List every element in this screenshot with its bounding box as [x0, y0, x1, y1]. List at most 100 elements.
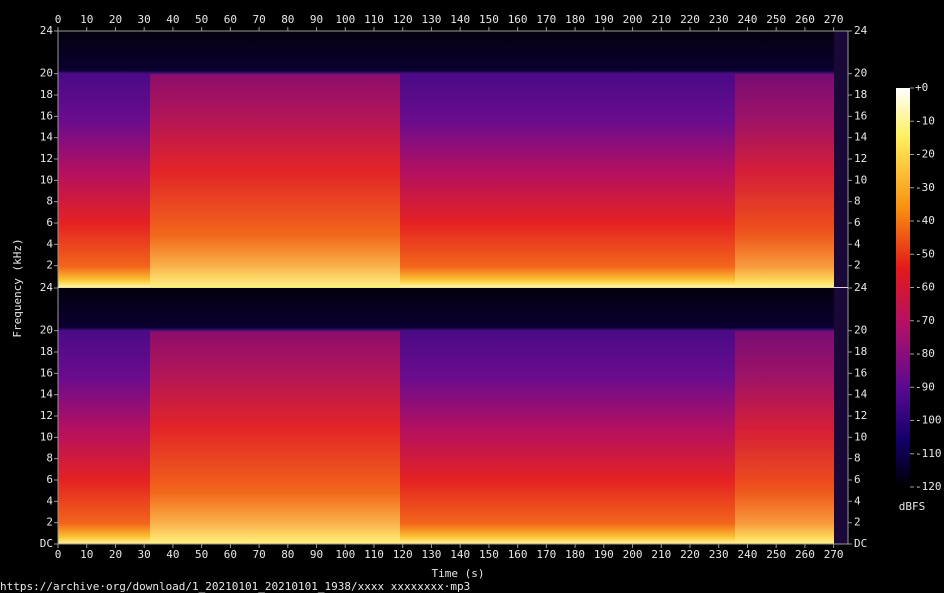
x-tick-label: 240 [738, 13, 758, 26]
y-tick-label: 12 [854, 152, 867, 165]
x-tick-label: 180 [565, 13, 585, 26]
y-tick-label: 10 [40, 430, 53, 443]
y-tick-label: 18 [854, 88, 867, 101]
y-tick-label: 6 [46, 216, 53, 229]
x-tick-label: 210 [651, 548, 671, 561]
y-tick-label: 16 [40, 366, 53, 379]
x-tick-label: 130 [422, 548, 442, 561]
x-tick-label: 70 [252, 13, 265, 26]
x-tick-label: 190 [594, 548, 614, 561]
y-tick-label: 20 [854, 324, 867, 337]
x-tick-label: 150 [479, 548, 499, 561]
y-tick-label: 14 [40, 131, 54, 144]
y-tick-label: 8 [854, 452, 861, 465]
y-tick-label: 2 [46, 259, 53, 272]
colorbar-tick-label: -80 [915, 347, 935, 360]
y-tick-label: 16 [40, 109, 53, 122]
x-tick-label: 110 [364, 13, 384, 26]
colorbar-tick-label: -120 [915, 480, 942, 493]
y-tick-label: 4 [46, 494, 53, 507]
y-tick-label: 8 [46, 195, 53, 208]
x-tick-label: 220 [680, 548, 700, 561]
colorbar-tick-label: -10 [915, 114, 935, 127]
y-tick-label: 14 [854, 388, 868, 401]
y-tick-label: 14 [854, 131, 868, 144]
x-tick-label: 0 [55, 548, 62, 561]
y-tick-label: 12 [40, 152, 53, 165]
colorbar-label: dBFS [899, 500, 926, 513]
x-tick-label: 90 [310, 548, 323, 561]
y-tick-label: 14 [40, 388, 54, 401]
y-tick-label: 4 [854, 494, 861, 507]
colorbar [896, 88, 910, 487]
y-tick-label: 6 [854, 216, 861, 229]
x-tick-label: 80 [281, 548, 294, 561]
y-tick-label: 24 [854, 24, 868, 37]
x-tick-label: 10 [80, 13, 93, 26]
x-tick-label: 60 [224, 13, 237, 26]
x-tick-label: 170 [536, 13, 556, 26]
y-tick-label: 18 [40, 88, 53, 101]
y-tick-label: 16 [854, 109, 867, 122]
colorbar-tick-label: -30 [915, 181, 935, 194]
y-tick-label: 20 [40, 67, 53, 80]
colorbar-tick-label: +0 [915, 81, 928, 94]
y-tick-label: 6 [854, 473, 861, 486]
x-tick-label: 40 [166, 13, 179, 26]
y-tick-label: 2 [46, 516, 53, 529]
y-tick-label: 18 [40, 345, 53, 358]
x-tick-label: 150 [479, 13, 499, 26]
x-tick-label: 180 [565, 548, 585, 561]
y-tick-label: 4 [854, 237, 861, 250]
colorbar-tick-label: -60 [915, 281, 935, 294]
x-tick-label: 40 [166, 548, 179, 561]
y-tick-label: 24 [40, 281, 54, 294]
y-tick-label: 24 [40, 24, 54, 37]
x-tick-label: 250 [766, 13, 786, 26]
x-tick-label: 210 [651, 13, 671, 26]
y-tick-label: 8 [46, 452, 53, 465]
x-tick-label: 160 [508, 548, 528, 561]
y-tick-label: 10 [854, 430, 867, 443]
y-tick-label: 24 [854, 281, 868, 294]
y-tick-label: 4 [46, 237, 53, 250]
x-tick-label: 200 [623, 548, 643, 561]
x-tick-label: 80 [281, 13, 294, 26]
x-tick-label: 60 [224, 548, 237, 561]
x-tick-label: 160 [508, 13, 528, 26]
x-tick-label: 230 [709, 13, 729, 26]
x-tick-label: 120 [393, 13, 413, 26]
x-axis-label: Time (s) [432, 567, 485, 580]
colorbar-tick-label: -100 [915, 414, 942, 427]
y-tick-label: 18 [854, 345, 867, 358]
x-tick-label: 70 [252, 548, 265, 561]
y-tick-label: 20 [854, 67, 867, 80]
y-tick-label: 6 [46, 473, 53, 486]
x-tick-label: 100 [335, 13, 355, 26]
y-tick-label: 16 [854, 366, 867, 379]
colorbar-tick-label: -40 [915, 214, 935, 227]
y-axis-label: Frequency (kHz) [11, 238, 24, 337]
x-tick-label: 220 [680, 13, 700, 26]
source-url: https://archive·org/download/1_20210101_… [0, 580, 470, 593]
y-tick-label: DC [854, 537, 867, 550]
x-tick-label: 50 [195, 13, 208, 26]
x-tick-label: 90 [310, 13, 323, 26]
x-tick-label: 100 [335, 548, 355, 561]
x-tick-label: 140 [450, 548, 470, 561]
y-tick-label: 10 [40, 173, 53, 186]
x-tick-label: 0 [55, 13, 62, 26]
y-tick-label: DC [40, 537, 53, 550]
x-tick-label: 250 [766, 548, 786, 561]
x-tick-label: 30 [138, 13, 151, 26]
x-tick-label: 260 [795, 13, 815, 26]
y-tick-label: 20 [40, 324, 53, 337]
x-tick-label: 140 [450, 13, 470, 26]
x-tick-label: 50 [195, 548, 208, 561]
x-tick-label: 110 [364, 548, 384, 561]
y-tick-label: 8 [854, 195, 861, 208]
x-tick-label: 20 [109, 13, 122, 26]
x-tick-label: 270 [824, 13, 844, 26]
x-tick-label: 170 [536, 548, 556, 561]
